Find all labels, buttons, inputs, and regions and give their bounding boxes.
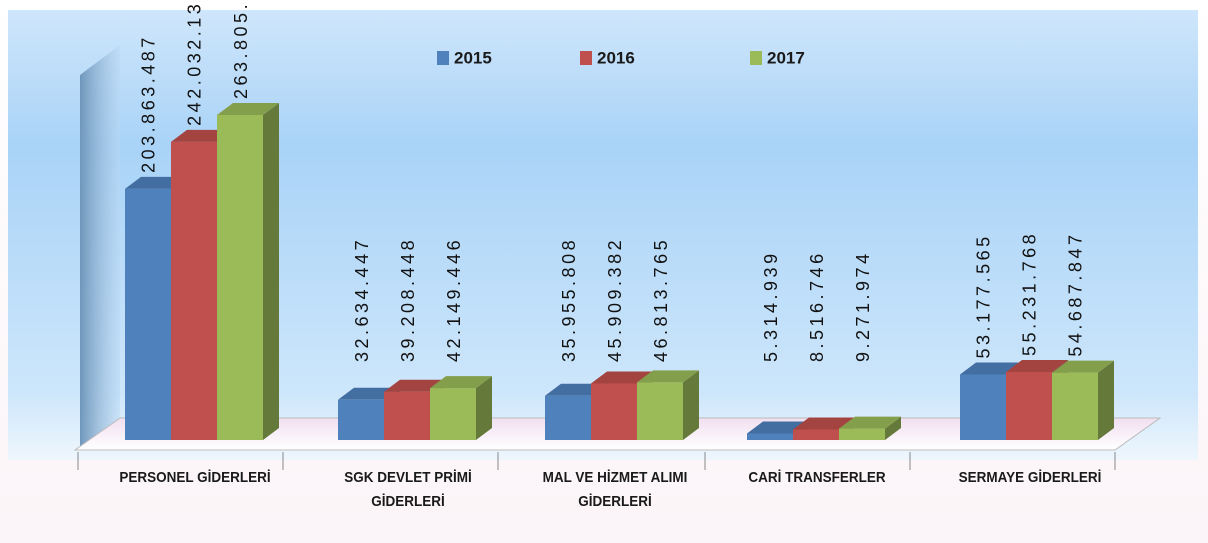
value-label: 9.271.974 — [853, 250, 873, 362]
value-label: 53.177.565 — [974, 233, 994, 358]
value-label: 203.863.487 — [139, 34, 159, 173]
bar — [430, 388, 476, 440]
bar — [793, 429, 839, 440]
bar-top — [1052, 360, 1114, 373]
bar — [591, 383, 637, 440]
value-label: 35.955.808 — [559, 237, 579, 362]
x-tick-label: PERSONEL GİDERLERİ — [119, 469, 271, 486]
bar-top — [637, 370, 699, 383]
legend-swatch — [437, 51, 449, 65]
value-label: 45.909.382 — [605, 237, 625, 362]
bar — [637, 382, 683, 440]
value-label: 5.314.939 — [761, 250, 781, 362]
bar-side — [476, 376, 492, 440]
bar-top — [793, 417, 855, 430]
bar-side — [683, 370, 699, 440]
value-label: 8.516.746 — [807, 250, 827, 362]
value-label: 242.032.136 — [185, 0, 205, 126]
bar — [125, 188, 171, 440]
x-tick-label: CARİ TRANSFERLER — [748, 469, 886, 486]
legend-swatch — [580, 51, 592, 65]
value-label: 32.634.447 — [352, 237, 372, 362]
category-separators — [77, 452, 1116, 470]
bar-side — [885, 416, 901, 440]
value-label: 55.231.768 — [1020, 231, 1040, 356]
bar-side — [1098, 360, 1114, 440]
legend-swatch — [750, 51, 762, 65]
bar — [384, 391, 430, 440]
legend-label: 2017 — [767, 48, 805, 67]
bar-side — [263, 103, 279, 440]
bar — [217, 115, 263, 440]
bar-top — [591, 371, 653, 384]
bar — [1052, 372, 1098, 440]
value-label: 39.208.448 — [398, 237, 418, 362]
legend-label: 2016 — [597, 48, 635, 67]
bar-top — [1006, 359, 1068, 372]
bar — [839, 428, 885, 440]
bar — [960, 374, 1006, 440]
bar — [545, 395, 591, 440]
value-label: 42.149.446 — [444, 237, 464, 362]
bar-top — [217, 103, 279, 115]
bar-top — [960, 362, 1022, 375]
x-tick-label: MAL VE HİZMET ALIMI GİDERLERİ — [542, 469, 688, 510]
bar — [171, 141, 217, 440]
bar — [1006, 371, 1052, 440]
value-label: 54.687.847 — [1066, 232, 1086, 357]
legend-label: 2015 — [454, 48, 492, 67]
bar-top — [839, 416, 901, 429]
x-tick-label: SERMAYE GİDERLERİ — [958, 469, 1102, 486]
bar — [338, 399, 384, 440]
bar-top — [430, 376, 492, 389]
value-label: 46.813.765 — [651, 237, 671, 362]
value-label: 263.805.745 — [231, 0, 251, 99]
back-wall — [80, 45, 120, 450]
bar — [747, 433, 793, 440]
x-tick-label: SGK DEVLET PRİMİ GİDERLERİ — [344, 469, 472, 510]
